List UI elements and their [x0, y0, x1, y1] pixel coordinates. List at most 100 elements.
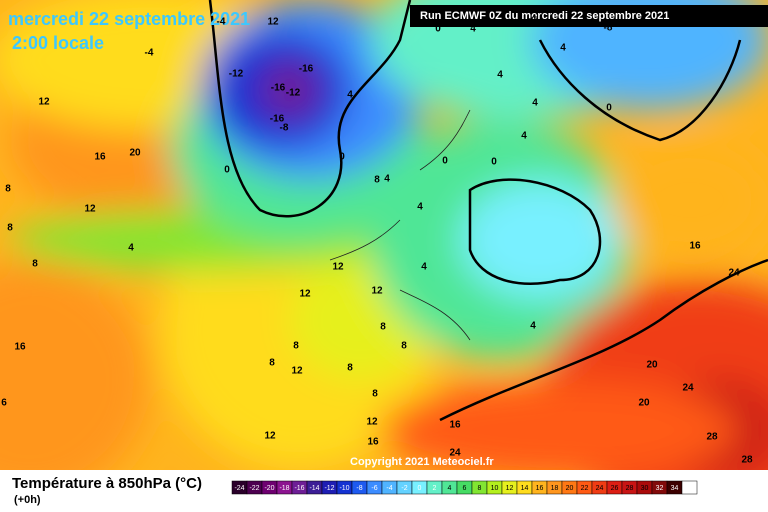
title: mercredi 22 septembre 2021 — [8, 9, 250, 29]
contour-label: -8 — [280, 123, 289, 134]
contour-label: 28 — [741, 455, 753, 466]
contour-label: 0 — [224, 165, 230, 176]
colorbar-label: 22 — [581, 485, 589, 492]
contour-label: 12 — [267, 17, 279, 28]
colorbar-label: 34 — [671, 485, 679, 492]
contour-label: -8 — [604, 23, 613, 34]
contour-label: 4 — [521, 131, 527, 142]
contour-label: 4 — [497, 70, 503, 81]
run-banner — [410, 5, 768, 27]
contour-label: -12 — [286, 88, 301, 99]
contour-label: 4 — [532, 98, 538, 109]
contour-label: 12 — [264, 431, 276, 442]
colorbar-label: -4 — [386, 485, 392, 492]
legend-subtitle: (+0h) — [14, 494, 41, 506]
colorbar-label: 18 — [551, 485, 559, 492]
contour-label: 8 — [293, 341, 299, 352]
contour-label: 4 — [530, 321, 536, 332]
colorbar-label: 2 — [433, 485, 437, 492]
contour-label: 12 — [291, 366, 303, 377]
colorbar-label: 14 — [521, 485, 529, 492]
contour-label: 12 — [332, 262, 344, 273]
contour-label: 4 — [560, 43, 566, 54]
contour-label: 4 — [384, 174, 390, 185]
colorbar-label: 36 — [686, 485, 694, 492]
colorbar-label: -22 — [249, 485, 259, 492]
contour-label: -16 — [271, 83, 286, 94]
contour-label: 4 — [470, 24, 476, 35]
colorbar-label: 20 — [566, 485, 574, 492]
contour-label: 20 — [646, 360, 658, 371]
contour-label: -4 — [217, 17, 226, 28]
colorbar-label: -2 — [401, 485, 407, 492]
contour-label: 12 — [371, 286, 383, 297]
colorbar-label: -6 — [371, 485, 377, 492]
contour-label: 8 — [32, 259, 38, 270]
colorbar-label: -14 — [309, 485, 319, 492]
contour-label: 4 — [347, 90, 353, 101]
contour-label: 8 — [269, 358, 275, 369]
contour-label: 16 — [94, 152, 106, 163]
contour-label: 12 — [84, 204, 96, 215]
colorbar-label: 28 — [626, 485, 634, 492]
contour-label: 8 — [374, 175, 380, 186]
contour-label: 4 — [421, 262, 427, 273]
contour-label: 8 — [372, 389, 378, 400]
contour-label: 24 — [728, 268, 740, 279]
colorbar-label: -20 — [264, 485, 274, 492]
contour-label: -4 — [528, 14, 537, 25]
copyright: Copyright 2021 Meteociel.fr — [350, 456, 494, 468]
contour-label: 0 — [435, 24, 441, 35]
contour-label: -16 — [299, 64, 314, 75]
colorbar-label: 16 — [536, 485, 544, 492]
contour-label: 16 — [14, 342, 26, 353]
contour-label: 24 — [682, 383, 694, 394]
contour-label: 0 — [442, 156, 448, 167]
contour-label: 8 — [7, 223, 13, 234]
contour-label: 0 — [606, 103, 612, 114]
contour-label: 20 — [638, 398, 650, 409]
colorbar-label: 30 — [641, 485, 649, 492]
contour-label: -4 — [145, 48, 154, 59]
colorbar-label: 10 — [491, 485, 499, 492]
contour-label: 8 — [401, 341, 407, 352]
contour-label: 8 — [380, 322, 386, 333]
time: 2:00 locale — [12, 33, 104, 53]
colorbar-swatch — [681, 480, 698, 495]
contour-label: 8 — [347, 363, 353, 374]
contour-label: 4 — [128, 243, 134, 254]
colorbar-label: 24 — [596, 485, 604, 492]
run-label: Run ECMWF 0Z du mercredi 22 septembre 20… — [420, 10, 669, 22]
contour-label: 20 — [129, 148, 141, 159]
colorbar-label: 32 — [656, 485, 664, 492]
colorbar-label: 4 — [448, 485, 452, 492]
contour-label: 0 — [339, 152, 345, 163]
contour-label: 12 — [299, 289, 311, 300]
contour-label: -12 — [229, 69, 244, 80]
contour-label: -16 — [270, 114, 285, 125]
legend-title: Température à 850hPa (°C) — [12, 475, 202, 492]
contour-label: 0 — [491, 157, 497, 168]
contour-label: 12 — [38, 97, 50, 108]
colorbar-label: -12 — [324, 485, 334, 492]
contour-label: 24 — [449, 448, 461, 459]
colorbar-label: 0 — [418, 485, 422, 492]
contour-label: 6 — [1, 398, 7, 409]
contour-label: 12 — [366, 417, 378, 428]
colorbar-label: -18 — [279, 485, 289, 492]
colorbar-label: 8 — [478, 485, 482, 492]
colorbar-label: -10 — [339, 485, 349, 492]
contour-label: 8 — [5, 184, 11, 195]
colorbar-label: 6 — [463, 485, 467, 492]
contour-label: 16 — [367, 437, 379, 448]
colorbar-label: 26 — [611, 485, 619, 492]
colorbar-label: -8 — [356, 485, 362, 492]
colorbar-label: -16 — [294, 485, 304, 492]
contour-label: 4 — [417, 202, 423, 213]
contour-label: 16 — [689, 241, 701, 252]
colorbar-label: 12 — [506, 485, 514, 492]
colorbar-label: -24 — [234, 485, 244, 492]
